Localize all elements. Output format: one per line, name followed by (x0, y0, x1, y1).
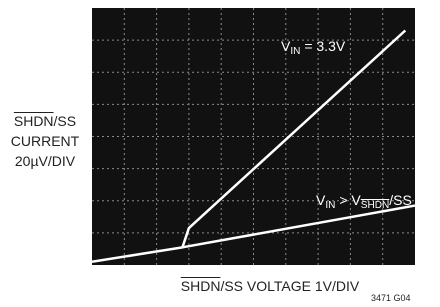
label: 20µV/DIV (0, 152, 90, 170)
page: (() => { const data = JSON.parse(documen… (0, 0, 440, 303)
label-text: SHDN (181, 278, 221, 294)
label: SHDN/SS (0, 112, 90, 130)
label-text: V (316, 192, 325, 208)
label-text: IN (290, 46, 300, 57)
label: CURRENT (0, 132, 90, 150)
label: VIN = 3.3V (281, 37, 345, 61)
label-text: /SS VOLTAGE 1V/DIV (220, 278, 359, 294)
label-text: 20µV/DIV (15, 153, 75, 169)
label-text: > V (335, 192, 360, 208)
figure-id: 3471 G04 (371, 289, 411, 307)
label-text: IN (325, 200, 335, 211)
label-text: V (281, 38, 290, 54)
label-text: /SS (389, 192, 412, 208)
label-text: SHDN (14, 113, 54, 129)
label-text: SHDN (361, 200, 390, 211)
label-text: CURRENT (11, 133, 79, 149)
label-text: = 3.3V (300, 38, 345, 54)
label: VIN > VSHDN/SS (316, 191, 412, 215)
label: SHDN/SS VOLTAGE 1V/DIV (150, 277, 390, 295)
label-text: /SS (54, 113, 77, 129)
